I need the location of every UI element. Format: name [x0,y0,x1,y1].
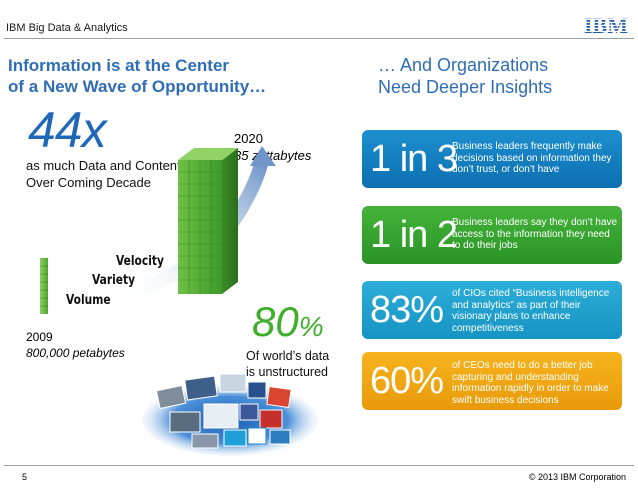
label-velocity: Velocity [116,254,164,269]
right-title: … And Organizations Need Deeper Insights [378,55,553,97]
stat-card-1-in-3: 1 in 3 Business leaders frequently make … [362,130,622,188]
ibm-logo: IBM [584,14,628,36]
stat-card-83pct: 83% of CIOs cited “Business intelligence… [362,281,622,339]
header-divider [4,38,634,39]
stat-value: 83% [370,289,444,331]
left-title: Information is at the Center of a New Wa… [8,56,267,96]
stat-description: of CIOs cited “Business intelligence and… [452,288,610,334]
label-volume: Volume [66,293,111,308]
unstructured-text: Of world’s data is unstructured [246,349,330,379]
label-variety: Variety [92,273,136,288]
stat-description: of CEOs need to do a better job capturin… [452,360,609,406]
label-2020: 2020 35 zettabytes [234,131,312,163]
large-data-cube [178,148,238,294]
media-collage-image [142,373,318,456]
stat-card-1-in-2: 1 in 2 Business leaders say they don’t h… [362,206,622,264]
big-stat-80pct: 80% [252,298,324,345]
header-title: IBM Big Data & Analytics [6,22,128,34]
stat-value: 60% [370,360,444,402]
stat-description: Business leaders say they don’t have acc… [452,217,618,251]
big-stat-text: as much Data and Content Over Coming Dec… [26,158,181,190]
big-stat-44x: 44x [28,102,107,158]
label-2009: 2009 800,000 petabytes [26,330,125,360]
stat-card-60pct: 60% of CEOs need to do a better job capt… [362,352,622,410]
copyright: © 2013 IBM Corporation [528,472,626,482]
page-number: 5 [22,472,28,482]
stat-value: 1 in 2 [370,214,458,256]
stat-value: 1 in 3 [370,138,458,180]
svg-text:IBM: IBM [584,14,628,36]
footer-divider [4,465,634,466]
stat-description: Business leaders frequently make decisio… [452,141,612,175]
small-data-cube [40,258,48,314]
